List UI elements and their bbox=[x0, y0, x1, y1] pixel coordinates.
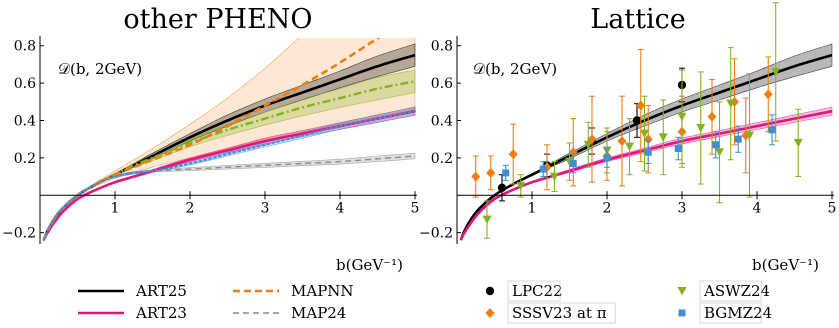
x-tick-label: 1 bbox=[111, 200, 120, 216]
y-tick-label: 0.8 bbox=[14, 39, 36, 55]
data-point-sssv23-at bbox=[636, 100, 646, 111]
legend-label-bgmz24: BGMZ24 bbox=[704, 304, 772, 322]
data-point-sssv23-at bbox=[508, 149, 518, 160]
y-tick-label: 0.2 bbox=[431, 151, 453, 167]
data-point-bgmz24 bbox=[569, 159, 577, 167]
y-tick-label: 0.6 bbox=[431, 76, 453, 92]
data-point-aswz24 bbox=[677, 112, 687, 122]
legend-label-art25: ART25 bbox=[541, 326, 593, 328]
legend-label-art23: ART23 bbox=[733, 326, 785, 328]
data-point-aswz24 bbox=[715, 148, 724, 157]
data-point-sssv23-at bbox=[643, 134, 653, 145]
data-point-aswz24 bbox=[696, 123, 706, 133]
data-point-sssv23-at bbox=[763, 89, 773, 100]
chart-title: Lattice bbox=[590, 4, 685, 35]
data-point-bgmz24 bbox=[539, 165, 547, 173]
legend-box bbox=[699, 302, 762, 324]
data-point-aswz24 bbox=[482, 215, 492, 225]
data-point-aswz24 bbox=[640, 129, 649, 139]
y-tick-label: 0.4 bbox=[431, 114, 453, 130]
legend-marker-aswz24 bbox=[677, 287, 687, 296]
data-point-bgmz24 bbox=[768, 126, 776, 134]
data-point-sssv23-at bbox=[486, 167, 496, 178]
data-point-aswz24 bbox=[658, 133, 668, 142]
legend: LPC22 SSSV23 at π ART25 ASWZ24 BGMZ24 ART23 bbox=[485, 280, 785, 328]
legend-label-aswz24: ASWZ24 bbox=[703, 282, 770, 300]
data-point-aswz24 bbox=[793, 138, 803, 148]
y-tick-label: 0.4 bbox=[14, 114, 36, 130]
data-point-aswz24 bbox=[583, 140, 593, 150]
band-map24 bbox=[43, 152, 416, 241]
x-tick-label: 4 bbox=[753, 200, 762, 216]
data-point-bgmz24 bbox=[712, 141, 720, 149]
legend-label-art25: ART25 bbox=[135, 282, 187, 300]
x-tick-label: 5 bbox=[411, 200, 420, 216]
legend-marker-bgmz24 bbox=[678, 309, 686, 317]
x-axis-label: b(GeV⁻¹) bbox=[336, 256, 403, 274]
legend-label-sssv23-at: SSSV23 at π bbox=[512, 304, 607, 322]
data-point-aswz24 bbox=[565, 157, 574, 167]
data-point-sssv23-at bbox=[617, 136, 627, 147]
x-tick-label: 3 bbox=[678, 200, 687, 216]
x-tick-label: 5 bbox=[828, 200, 837, 216]
data-point-aswz24 bbox=[516, 181, 526, 191]
data-point-lpc22 bbox=[632, 116, 642, 125]
data-point-sssv23-at bbox=[471, 171, 481, 182]
chart-title: other PHENO bbox=[123, 4, 312, 35]
chart-other-pheno: other PHENO 1 2 3 4 5 −0.2 0.2 0.4 0.6 0.8 𝒟(b, 2… bbox=[2, 4, 420, 328]
annotation-label: 𝒟(b, 2GeV) bbox=[473, 60, 557, 78]
legend-label-mapnn: MAPNN bbox=[291, 282, 354, 300]
annotation-label: 𝒟(b, 2GeV) bbox=[58, 60, 142, 78]
band-mapnn bbox=[43, 38, 416, 241]
data-point-lpc22 bbox=[497, 183, 507, 192]
data-point-aswz24 bbox=[726, 99, 736, 109]
y-tick-label: 0.8 bbox=[431, 39, 453, 55]
x-tick-label: 2 bbox=[186, 200, 195, 216]
x-tick-label: 3 bbox=[261, 200, 270, 216]
series-line-art25 bbox=[459, 53, 833, 241]
data-point-sssv23-at bbox=[568, 147, 578, 158]
legend-label-art23: ART23 bbox=[135, 304, 187, 322]
y-tick-label: −0.2 bbox=[419, 226, 453, 242]
legend-label-map22: MAP22 bbox=[291, 326, 346, 328]
data-point-aswz24 bbox=[625, 142, 634, 152]
legend-marker-sssv23-at bbox=[485, 308, 495, 318]
legend-label-sv19: SV19 bbox=[136, 326, 176, 328]
data-point-aswz24 bbox=[745, 131, 754, 140]
data-point-bgmz24 bbox=[674, 145, 682, 153]
legend-label-lpc22: LPC22 bbox=[512, 282, 563, 300]
legend-box bbox=[699, 280, 762, 302]
x-tick-label: 4 bbox=[336, 200, 345, 216]
data-point-aswz24 bbox=[550, 172, 559, 182]
legend-box bbox=[507, 302, 616, 324]
x-tick-label: 2 bbox=[603, 200, 612, 216]
y-tick-label: 0.2 bbox=[14, 151, 36, 167]
y-tick-label: −0.2 bbox=[2, 226, 36, 242]
series-line-sv19 bbox=[42, 80, 416, 241]
data-point-bgmz24 bbox=[603, 154, 611, 162]
data-point-bgmz24 bbox=[644, 148, 652, 156]
data-point-bgmz24 bbox=[734, 135, 742, 143]
data-point-bgmz24 bbox=[502, 169, 510, 177]
legend: ART25 ART23 SV19 MAPNN MAP24 MAP22 bbox=[78, 282, 354, 328]
data-point-aswz24 bbox=[771, 67, 781, 77]
chart-lattice: Lattice 1 2 3 4 5 −0.2 0.2 0.4 0.6 0.8 𝒟(b, 2GeV)… bbox=[419, 2, 837, 328]
series-line-map22 bbox=[42, 110, 416, 242]
band-art23 bbox=[460, 106, 833, 241]
data-point-sssv23-at bbox=[707, 111, 717, 122]
legend-label-map24: MAP24 bbox=[291, 304, 346, 322]
legend-box bbox=[507, 280, 561, 302]
x-tick-label: 1 bbox=[528, 200, 537, 216]
x-axis-label: b(GeV⁻¹) bbox=[752, 256, 819, 274]
legend-marker-lpc22 bbox=[485, 286, 495, 296]
y-tick-label: 0.6 bbox=[14, 76, 36, 92]
